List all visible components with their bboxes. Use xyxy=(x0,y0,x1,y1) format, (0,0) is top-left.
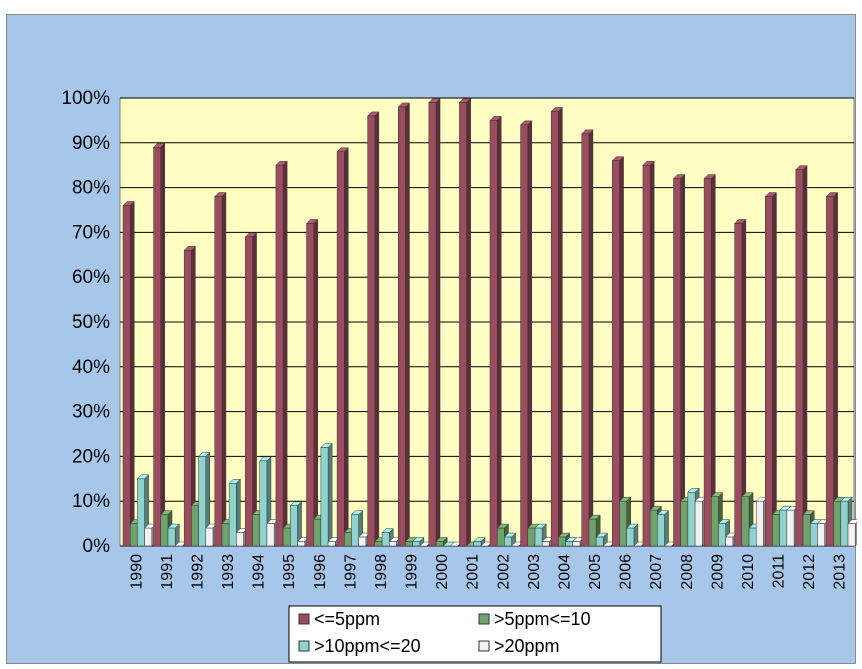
bar xyxy=(595,532,608,547)
bar xyxy=(847,519,857,547)
y-tick-label: 40% xyxy=(72,357,110,378)
bar xyxy=(534,523,547,547)
bar xyxy=(167,523,180,547)
legend-swatch xyxy=(298,613,310,625)
y-tick-label: 70% xyxy=(72,222,110,243)
x-tick-label: 2013 xyxy=(832,554,849,590)
bar xyxy=(672,174,686,547)
legend-label: >10ppm<=20 xyxy=(314,636,421,656)
bar xyxy=(642,160,655,547)
y-tick-label: 90% xyxy=(72,133,110,154)
bar xyxy=(764,191,778,547)
y-tick-label: 10% xyxy=(72,491,110,512)
x-tick-label: 2004 xyxy=(556,554,573,590)
bar xyxy=(289,501,303,547)
bar xyxy=(152,142,166,547)
y-tick-label: 20% xyxy=(72,446,110,467)
bar xyxy=(458,97,472,547)
x-tick-label: 1991 xyxy=(159,554,176,590)
x-tick-label: 2011 xyxy=(771,554,788,589)
x-tick-label: 1999 xyxy=(404,554,421,590)
x-tick-label: 2007 xyxy=(648,554,665,590)
bar xyxy=(734,218,747,547)
x-tick-label: 2005 xyxy=(587,554,604,590)
x-tick-label: 2009 xyxy=(709,554,726,590)
legend-swatch xyxy=(478,640,490,652)
bar xyxy=(183,245,196,547)
bar xyxy=(412,536,425,547)
legend-item: <=5ppm xyxy=(298,609,380,629)
x-tick-label: 1993 xyxy=(220,554,237,590)
x-tick-label: 1996 xyxy=(312,554,329,590)
bar xyxy=(305,218,319,547)
bar xyxy=(489,115,502,547)
y-tick-label: 0% xyxy=(83,536,111,557)
x-tick-label: 1990 xyxy=(128,554,145,590)
legend-swatch xyxy=(478,613,490,625)
x-tick-label: 1994 xyxy=(251,554,268,590)
legend-item: >20ppm xyxy=(478,636,560,656)
x-tick-label: 1997 xyxy=(342,554,359,590)
bar xyxy=(795,165,808,547)
y-tick-label: 80% xyxy=(72,178,110,199)
x-tick-label: 2006 xyxy=(618,554,635,590)
bar xyxy=(656,510,670,547)
y-tick-label: 60% xyxy=(72,267,110,288)
x-tick-label: 2012 xyxy=(801,554,818,590)
bar xyxy=(244,232,258,547)
bar xyxy=(197,451,211,547)
legend-label: >20ppm xyxy=(494,636,560,656)
x-tick-label: 2008 xyxy=(679,554,696,590)
bar xyxy=(825,191,839,547)
x-tick-label: 1995 xyxy=(281,554,298,590)
bar xyxy=(275,160,288,547)
x-tick-label: 2002 xyxy=(495,554,512,590)
x-tick-label: 2001 xyxy=(465,554,482,590)
chart-svg: 0% 10% 20% 30% 40% 50% 60% 70% 80% 90% 100% 1990 19… xyxy=(61,88,857,663)
bar xyxy=(336,147,349,547)
x-tick-label: 2000 xyxy=(434,554,451,590)
x-tick-label: 2010 xyxy=(740,554,757,590)
legend-item: >10ppm<=20 xyxy=(298,636,421,656)
legend-swatch xyxy=(298,640,310,652)
legend-label: >5ppm<=10 xyxy=(494,609,591,629)
legend-box xyxy=(288,605,662,663)
bar xyxy=(703,174,716,547)
bar xyxy=(519,120,533,547)
bar xyxy=(550,106,563,547)
bar xyxy=(428,97,441,547)
chart-frame: 0% 10% 20% 30% 40% 50% 60% 70% 80% 90% 100% 1990 19… xyxy=(6,14,857,664)
y-tick-label: 100% xyxy=(61,88,110,109)
x-tick-label: 1992 xyxy=(189,554,206,590)
bar xyxy=(611,156,625,547)
legend-label: <=5ppm xyxy=(314,609,380,629)
bar xyxy=(626,523,639,547)
bar xyxy=(581,129,594,547)
bar xyxy=(397,102,411,547)
y-tick-label: 30% xyxy=(72,402,110,423)
bar xyxy=(320,442,333,547)
y-tick-label: 50% xyxy=(72,312,110,333)
x-tick-label: 2003 xyxy=(526,554,543,590)
bar xyxy=(435,536,448,547)
x-tick-label: 1998 xyxy=(373,554,390,590)
bar xyxy=(214,191,227,547)
bar xyxy=(367,111,380,547)
bar xyxy=(122,200,135,547)
legend-item: >5ppm<=10 xyxy=(478,609,591,629)
